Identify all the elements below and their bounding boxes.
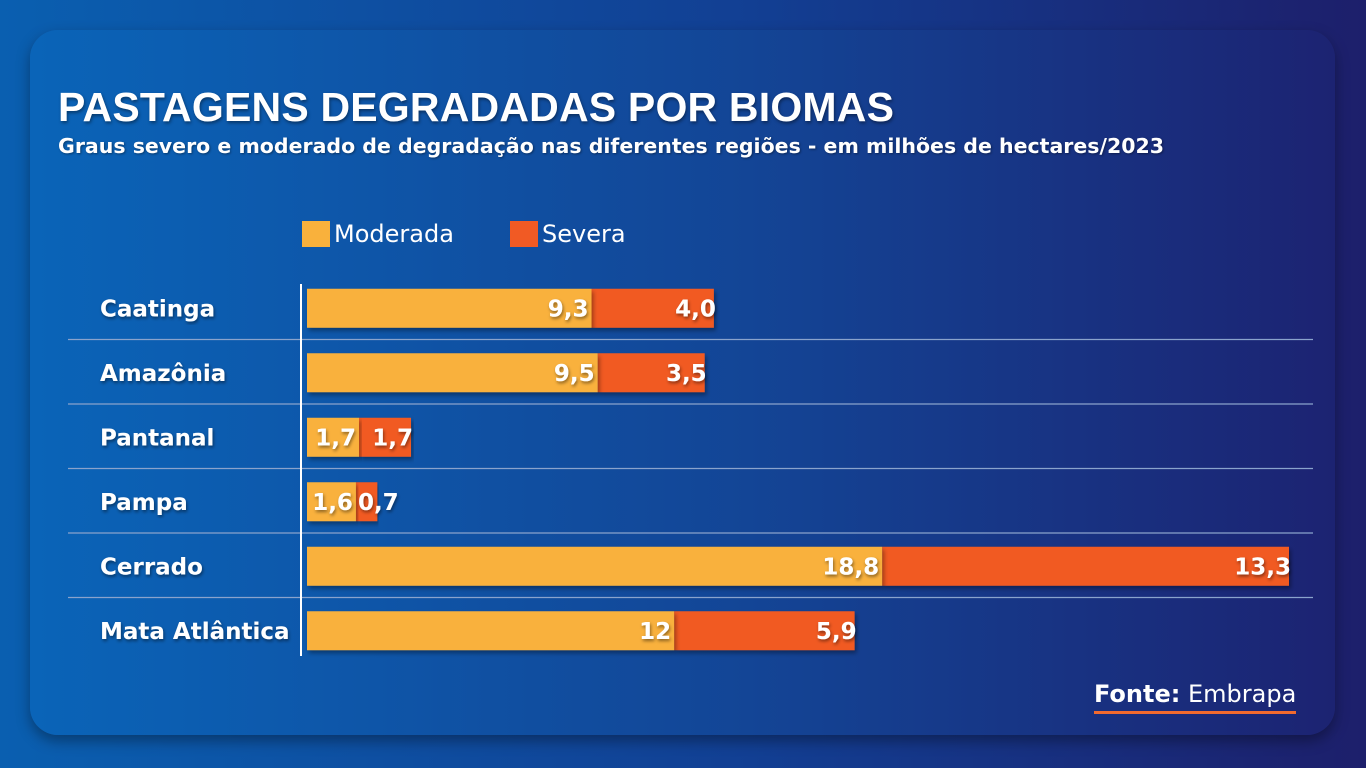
bar-moderada-5 xyxy=(307,611,675,651)
value-label-severa-5: 5,9 xyxy=(816,619,857,645)
source-prefix: Fonte: xyxy=(1094,680,1181,708)
bar-moderada-2 xyxy=(307,417,360,457)
value-label-moderada-5: 12 xyxy=(639,619,671,645)
value-label-moderada-3: 1,6 xyxy=(312,490,353,516)
value-label-moderada-0: 9,3 xyxy=(548,296,589,322)
bar-moderada-4 xyxy=(307,546,883,586)
value-label-severa-3: 0,7 xyxy=(358,490,399,516)
category-label-0: Caatinga xyxy=(100,296,215,322)
bar-severa-4 xyxy=(882,546,1289,586)
legend-item-severa: Severa xyxy=(510,220,626,248)
bar-severa-2 xyxy=(359,417,412,457)
legend-label-severa: Severa xyxy=(542,220,626,248)
value-label-moderada-4: 18,8 xyxy=(822,554,879,580)
category-label-3: Pampa xyxy=(100,490,188,516)
bar-moderada-1 xyxy=(307,353,598,393)
legend-swatch-severa xyxy=(510,221,538,247)
chart-title: PASTAGENS DEGRADADAS POR BIOMAS xyxy=(58,84,895,130)
value-label-moderada-1: 9,5 xyxy=(554,361,595,387)
bar-severa-3 xyxy=(355,482,378,522)
category-label-2: Pantanal xyxy=(100,425,214,451)
value-label-severa-4: 13,3 xyxy=(1234,554,1291,580)
value-label-moderada-2: 1,7 xyxy=(315,425,356,451)
source-name: Embrapa xyxy=(1187,680,1297,708)
category-label-4: Cerrado xyxy=(100,554,203,580)
bar-severa-1 xyxy=(597,353,705,393)
bar-moderada-0 xyxy=(307,288,592,328)
source-credit: Fonte: Embrapa xyxy=(1094,680,1297,714)
legend-swatch-moderada xyxy=(302,221,330,247)
legend-item-moderada: Moderada xyxy=(302,220,454,248)
value-label-severa-1: 3,5 xyxy=(666,361,707,387)
chart-subtitle: Graus severo e moderado de degradação na… xyxy=(58,134,1165,158)
bar-moderada-3 xyxy=(307,482,356,522)
value-label-severa-0: 4,0 xyxy=(675,296,716,322)
category-label-5: Mata Atlântica xyxy=(100,619,290,645)
legend-label-moderada: Moderada xyxy=(334,220,454,248)
bar-severa-5 xyxy=(674,611,855,651)
value-label-severa-2: 1,7 xyxy=(372,425,413,451)
bar-severa-0 xyxy=(591,288,714,328)
category-label-1: Amazônia xyxy=(100,361,226,387)
